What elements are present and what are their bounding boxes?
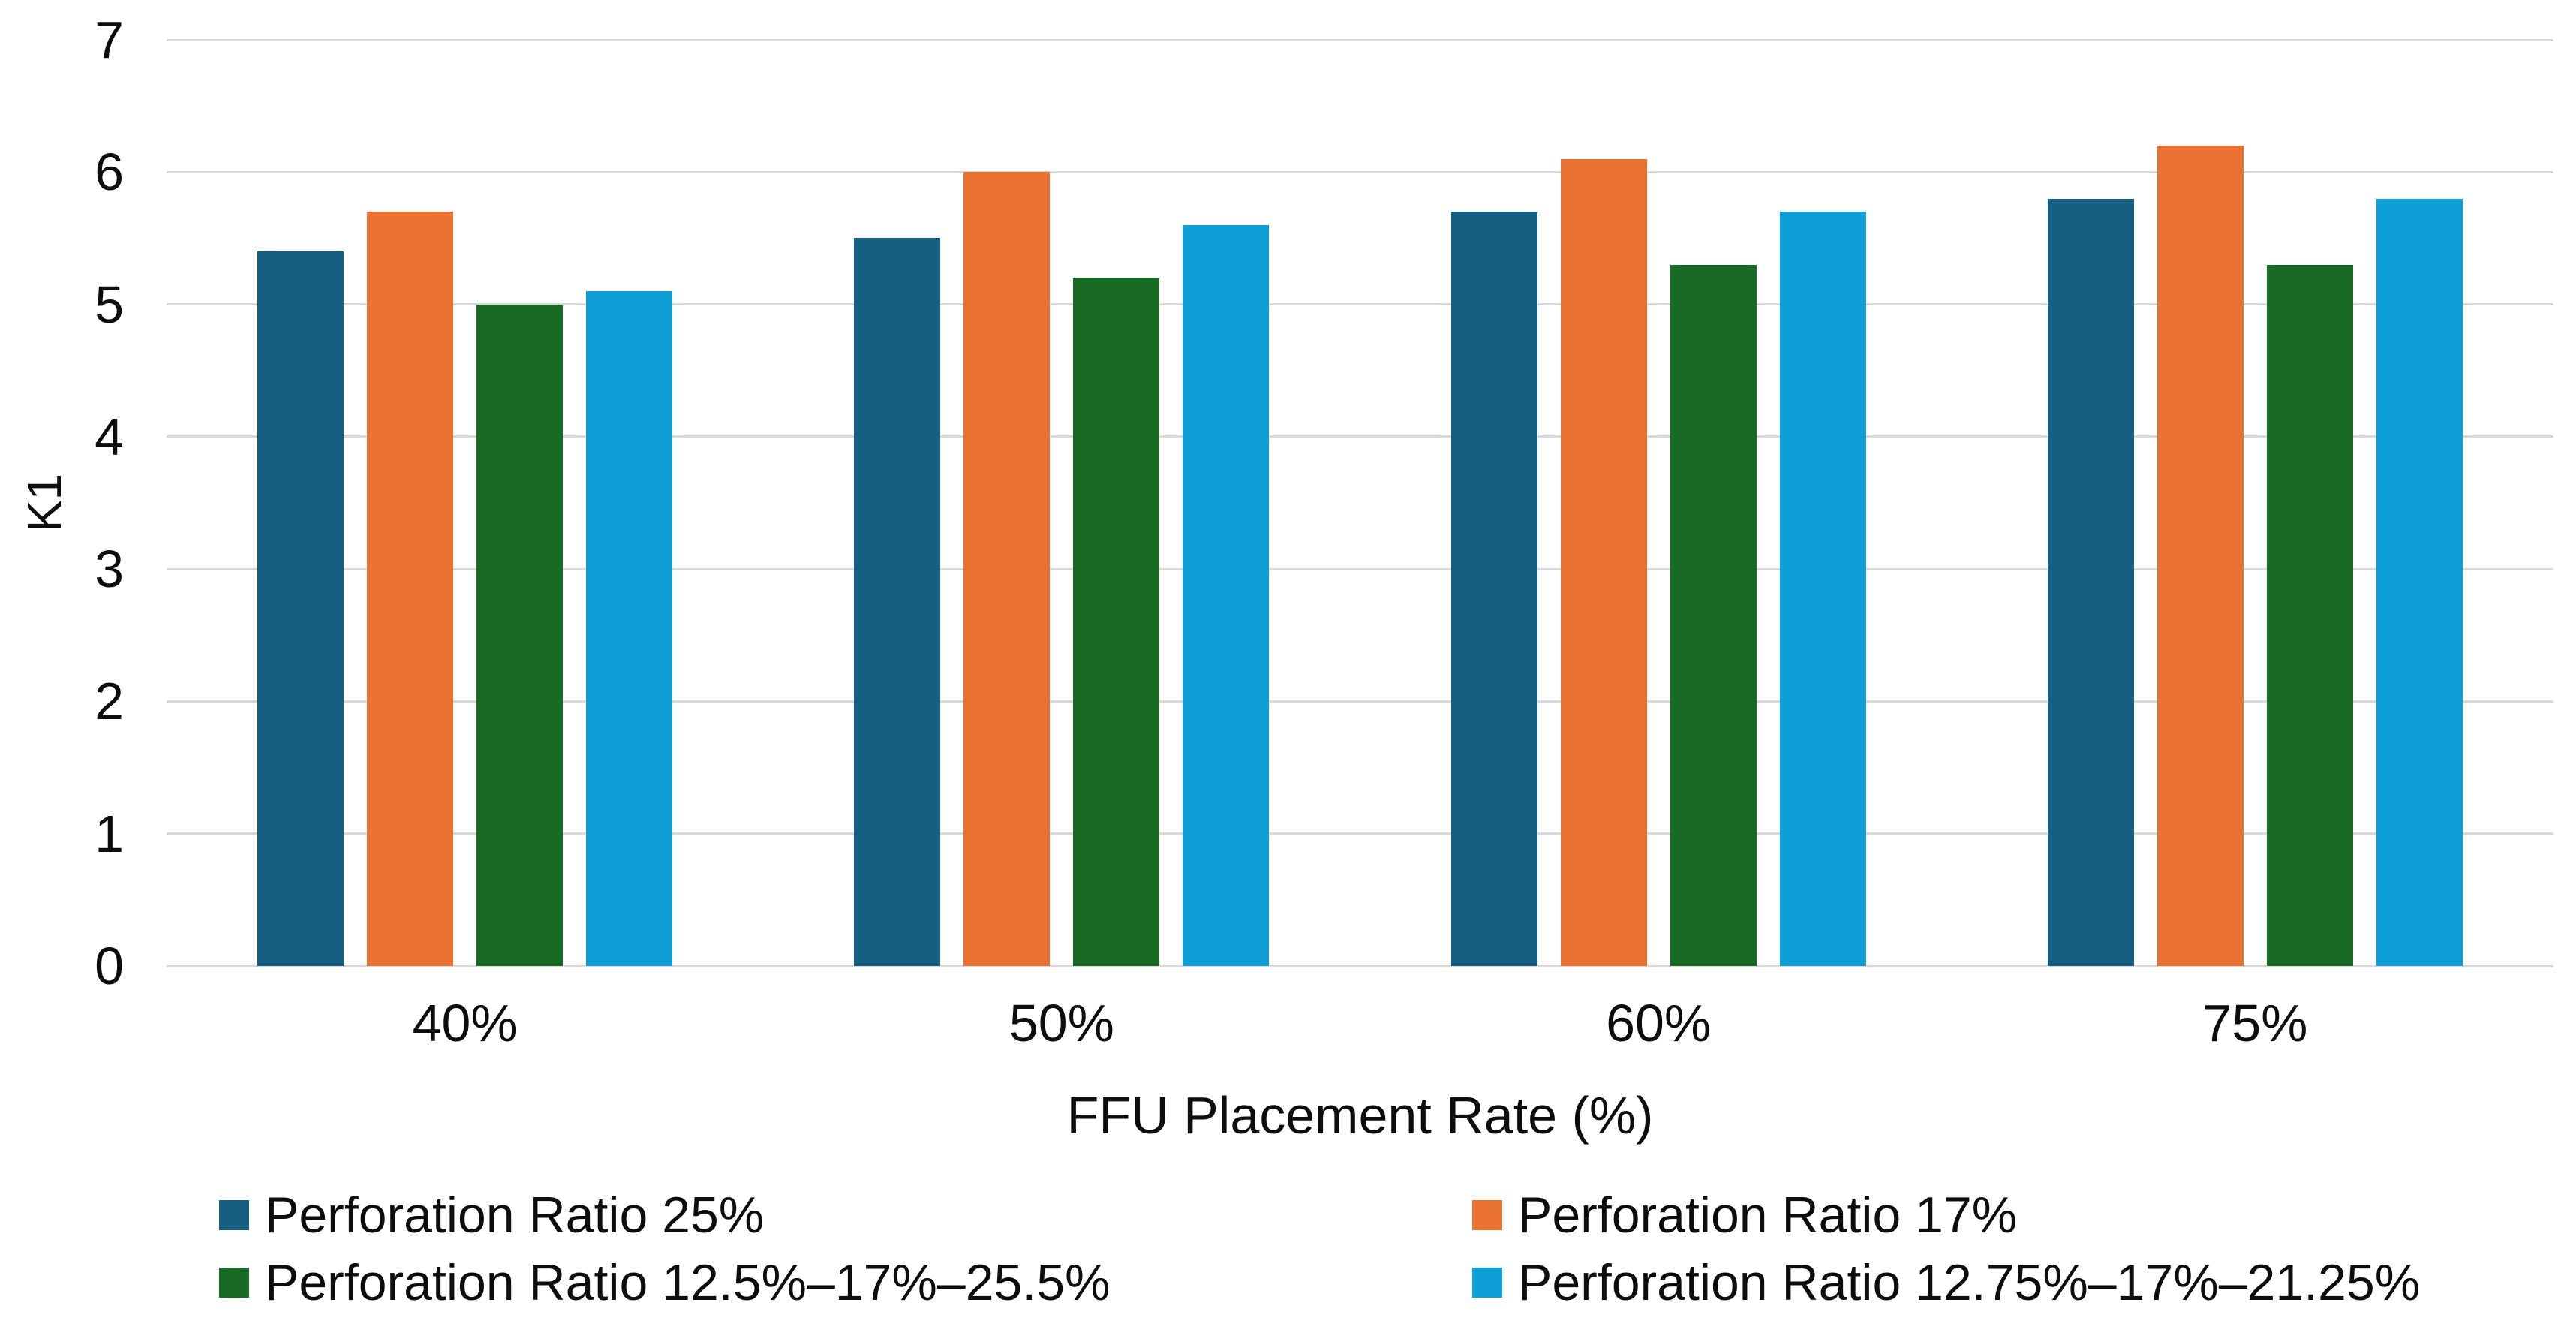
y-tick-label-6: 6	[95, 143, 124, 202]
legend-swatch-icon	[1472, 1268, 1502, 1298]
bar-series1-50%	[854, 238, 941, 966]
x-tick-label-40%: 40%	[412, 994, 518, 1052]
gridline-y2	[167, 700, 2553, 703]
y-tick-label-4: 4	[95, 407, 124, 466]
bar-group-75%	[1957, 40, 2553, 966]
legend-item-series3: Perforation Ratio 12.5%–17%–25.5%	[219, 1255, 1472, 1310]
bar-series1-40%	[257, 251, 344, 966]
y-tick-label-3: 3	[95, 540, 124, 599]
gridline-y5	[167, 303, 2553, 306]
legend-item-series1: Perforation Ratio 25%	[219, 1187, 1472, 1243]
legend-label: Perforation Ratio 12.75%–17%–21.25%	[1518, 1254, 2421, 1311]
bar-series3-60%	[1670, 264, 1757, 966]
x-tick-label-75%: 75%	[2202, 994, 2308, 1052]
legend-swatch-icon	[219, 1268, 249, 1298]
x-axis-tick-labels: 40% 50% 60% 75%	[167, 993, 2553, 1053]
y-tick-label-2: 2	[95, 672, 124, 731]
plot-area	[167, 38, 2553, 967]
gridline-y4	[167, 435, 2553, 438]
legend-swatch-icon	[219, 1200, 249, 1230]
legend-item-series2: Perforation Ratio 17%	[1472, 1187, 2470, 1243]
bar-series2-40%	[367, 212, 454, 966]
bar-series4-40%	[586, 290, 673, 966]
bar-series2-60%	[1560, 158, 1647, 966]
gridline-y6	[167, 170, 2553, 173]
y-axis-title: K1	[17, 473, 71, 533]
bar-series4-50%	[1183, 224, 1270, 966]
bar-series2-75%	[2157, 146, 2244, 966]
y-tick-label-0: 0	[95, 937, 124, 995]
legend-label: Perforation Ratio 17%	[1518, 1187, 2018, 1244]
bar-series4-75%	[2376, 198, 2463, 966]
bar-group-60%	[1360, 40, 1957, 966]
bar-group-40%	[167, 40, 763, 966]
bar-series3-40%	[476, 304, 564, 966]
bar-series4-60%	[1779, 212, 1866, 966]
bar-series2-50%	[963, 172, 1051, 966]
legend-label: Perforation Ratio 25%	[265, 1187, 765, 1244]
x-tick-label-60%: 60%	[1606, 994, 1712, 1052]
bar-series3-75%	[2266, 264, 2353, 966]
y-tick-label-5: 5	[95, 275, 124, 334]
chart-legend: Perforation Ratio 25% Perforation Ratio 1…	[219, 1187, 2470, 1310]
bar-series3-50%	[1073, 278, 1160, 966]
bar-series1-75%	[2047, 198, 2134, 966]
gridline-y3	[167, 567, 2553, 570]
bar-series1-60%	[1450, 212, 1537, 966]
bar-group-50%	[763, 40, 1360, 966]
gridline-y1	[167, 832, 2553, 835]
y-tick-label-1: 1	[95, 804, 124, 863]
legend-label: Perforation Ratio 12.5%–17%–25.5%	[265, 1254, 1111, 1311]
gridline-y7	[167, 38, 2553, 41]
y-tick-label-7: 7	[95, 11, 124, 69]
gridline-y0	[167, 964, 2553, 967]
x-tick-label-50%: 50%	[1008, 994, 1114, 1052]
bar-groups	[167, 40, 2553, 966]
x-axis-title: FFU Placement Rate (%)	[1066, 1086, 1654, 1145]
legend-swatch-icon	[1472, 1200, 1502, 1230]
legend-item-series4: Perforation Ratio 12.75%–17%–21.25%	[1472, 1255, 2470, 1310]
